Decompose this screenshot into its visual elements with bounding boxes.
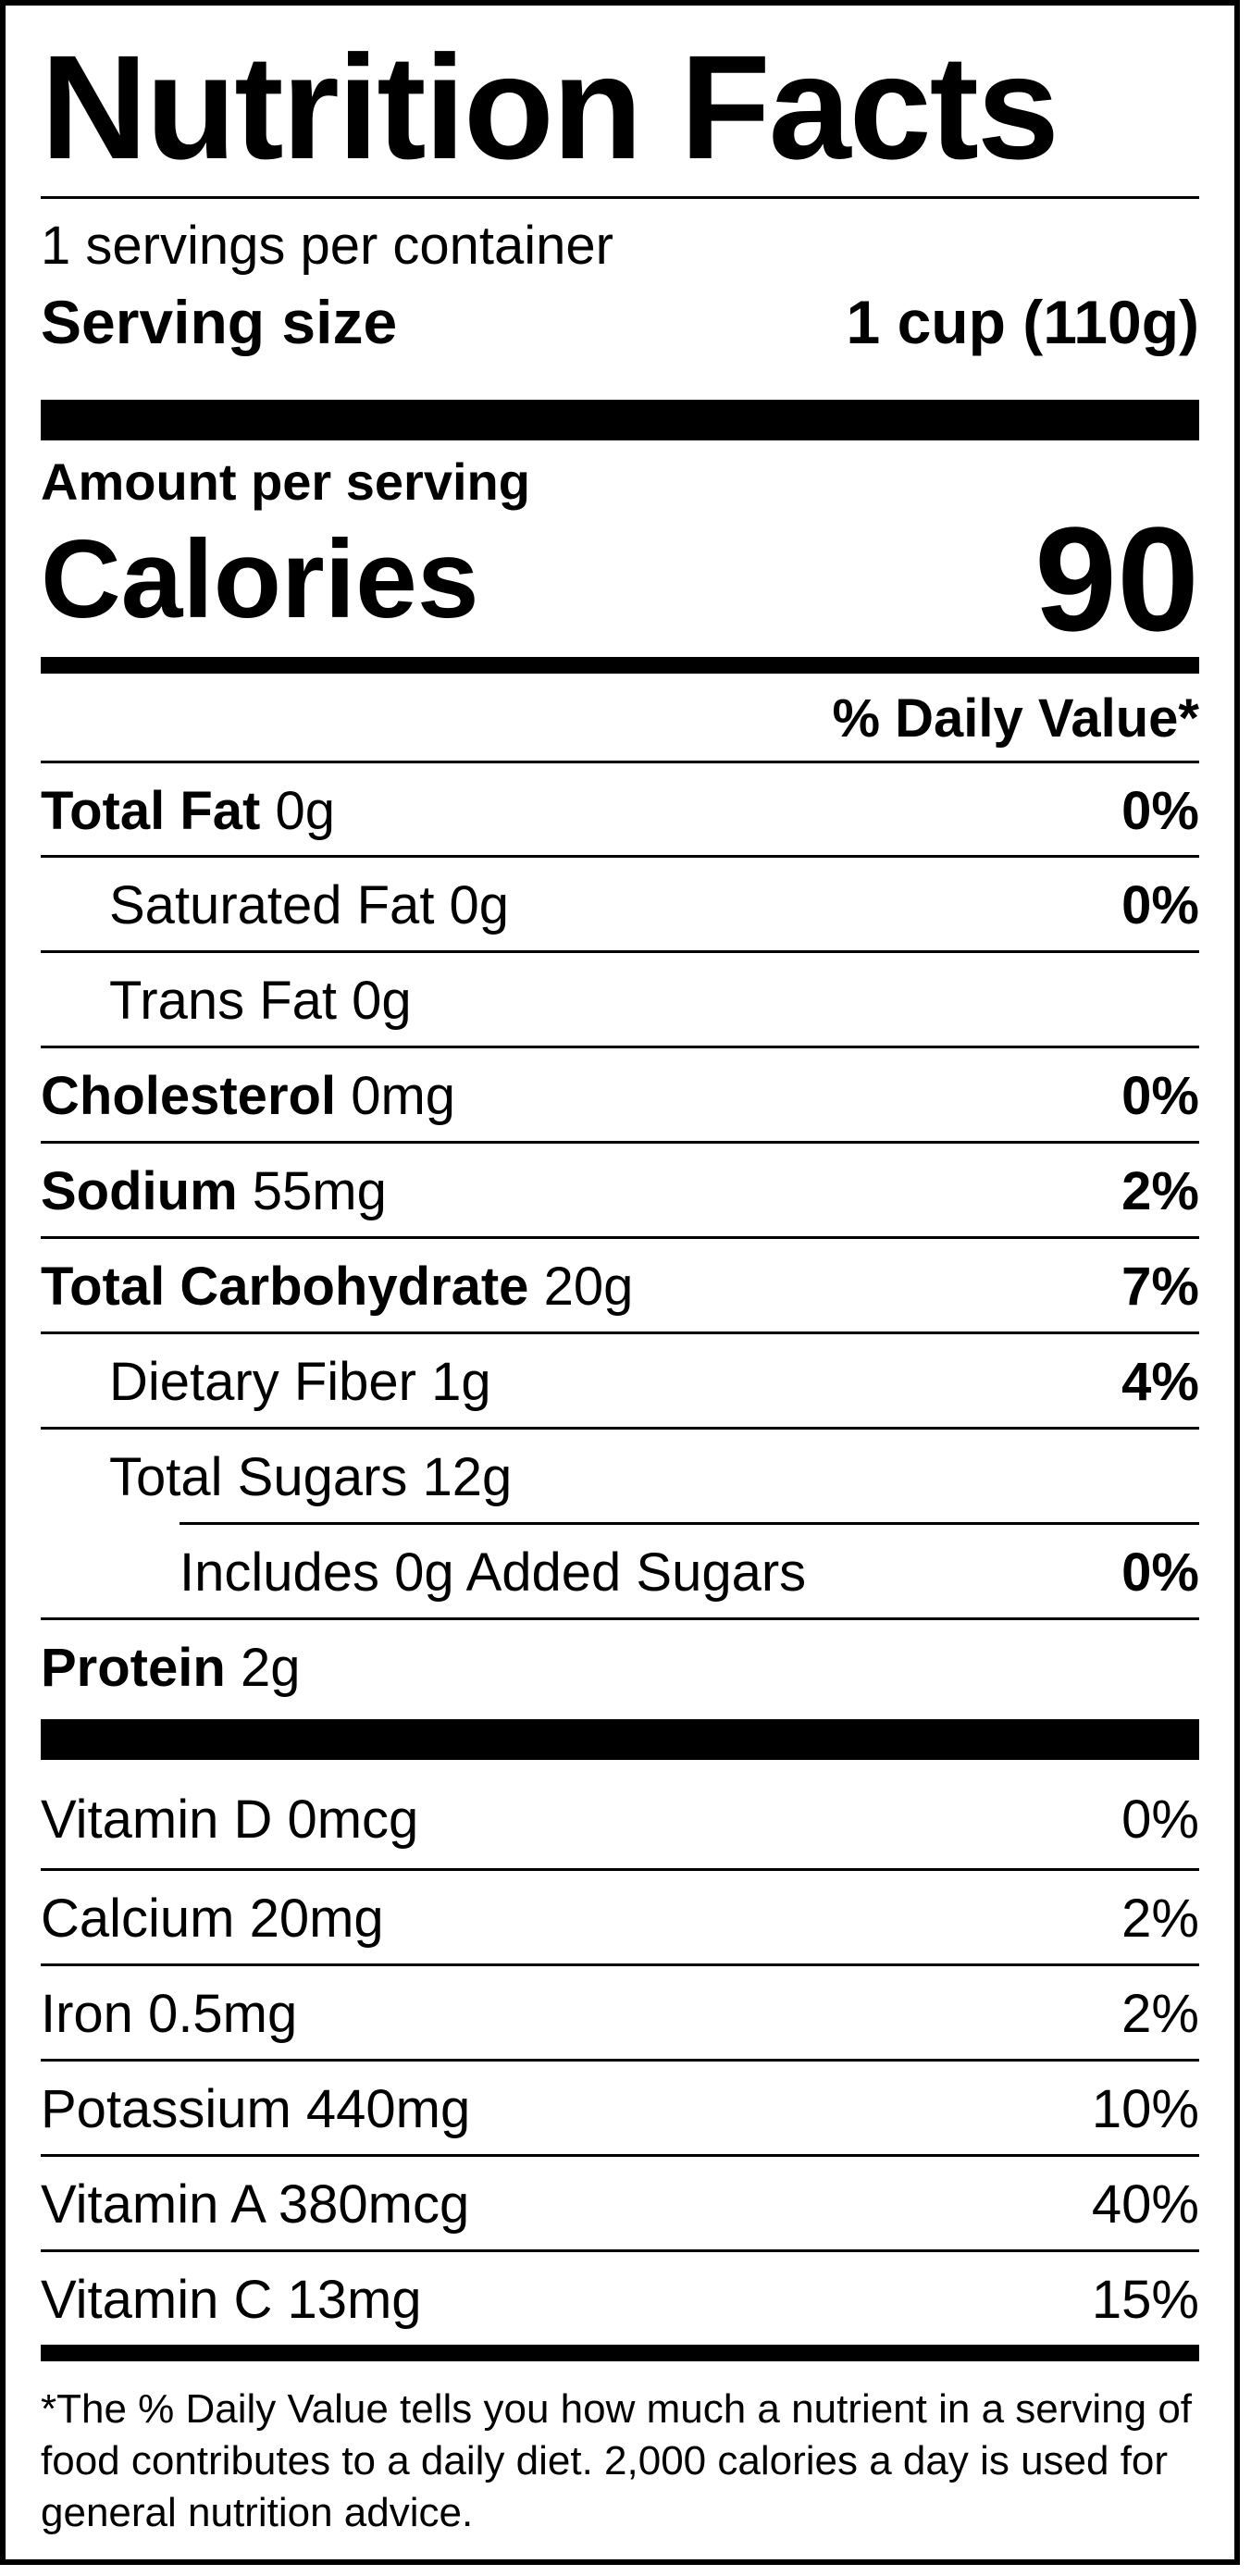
divider	[41, 1141, 1199, 1144]
nutrient-row-trans-fat: Trans Fat 0g	[41, 954, 1199, 1046]
label-title: Nutrition Facts	[41, 24, 1059, 190]
divider	[41, 1868, 1199, 1871]
nutrient-row-total-sugars: Total Sugars 12g	[41, 1430, 1199, 1523]
nutrient-row-added-sugars: Includes 0g Added Sugars 0%	[41, 1526, 1199, 1618]
divider	[41, 1617, 1199, 1620]
divider	[41, 2154, 1199, 2157]
nutrient-name: Includes 0g Added Sugars	[180, 1542, 807, 1603]
amount-per-serving: Amount per serving	[41, 450, 1199, 513]
divider	[41, 1963, 1199, 1966]
vitamin-row: Iron 0.5mg 2%	[41, 1967, 1199, 2060]
nutrient-row-saturated-fat: Saturated Fat 0g 0%	[41, 859, 1199, 951]
divider	[180, 1522, 1199, 1525]
divider	[41, 2059, 1199, 2062]
vitamin-row: Potassium 440mg 10%	[41, 2062, 1199, 2155]
divider	[41, 855, 1199, 858]
vitamin-dv: 2%	[1121, 1983, 1199, 2044]
nutrient-amount: 2g	[240, 1637, 301, 1698]
nutrient-name: Total Sugars 12g	[109, 1446, 513, 1507]
label-content: Nutrition Facts 1 servings per container…	[41, 6, 1199, 2559]
medium-divider	[41, 2345, 1199, 2361]
divider	[41, 2249, 1199, 2252]
nutrient-name: Dietary Fiber 1g	[109, 1351, 491, 1412]
vitamin-row: Vitamin D 0mcg 0%	[41, 1773, 1199, 1865]
nutrient-name: Trans Fat 0g	[109, 970, 412, 1031]
divider	[41, 196, 1199, 199]
vitamin-dv: 2%	[1121, 1888, 1199, 1949]
nutrient-dv: 0%	[1121, 1542, 1199, 1603]
nutrient-name: Protein	[41, 1637, 226, 1698]
divider	[41, 1236, 1199, 1239]
serving-size-row: Serving size 1 cup (110g)	[41, 283, 1199, 361]
vitamin-name: Potassium 440mg	[41, 2078, 471, 2139]
vitamin-name: Vitamin A 380mcg	[41, 2174, 470, 2235]
nutrient-name: Sodium	[41, 1160, 238, 1221]
nutrient-dv: 0%	[1121, 1065, 1199, 1126]
nutrient-name: Total Carbohydrate	[41, 1256, 529, 1317]
nutrient-dv: 4%	[1121, 1351, 1199, 1412]
vitamin-name: Vitamin D 0mcg	[41, 1789, 419, 1850]
nutrient-name: Total Fat	[41, 780, 261, 841]
nutrient-row-cholesterol: Cholesterol 0mg 0%	[41, 1049, 1199, 1142]
vitamin-dv: 0%	[1121, 1789, 1199, 1850]
serving-size-label: Serving size	[41, 288, 398, 356]
vitamin-row: Vitamin A 380mcg 40%	[41, 2158, 1199, 2250]
serving-size-value: 1 cup (110g)	[846, 288, 1199, 356]
nutrient-row-sodium: Sodium 55mg 2%	[41, 1145, 1199, 1237]
amount-per-serving-text: Amount per serving	[41, 452, 530, 511]
nutrient-amount: 55mg	[252, 1160, 387, 1221]
nutrient-row-total-carbohydrate: Total Carbohydrate 20g 7%	[41, 1240, 1199, 1332]
vitamin-row: Vitamin C 13mg 15%	[41, 2253, 1199, 2346]
servings-per-container: 1 servings per container	[41, 211, 1199, 279]
vitamin-name: Vitamin C 13mg	[41, 2269, 422, 2330]
vitamin-name: Iron 0.5mg	[41, 1983, 298, 2044]
nutrient-amount: 20g	[543, 1256, 634, 1317]
calories-row: Calories 90	[41, 496, 1199, 662]
vitamin-dv: 10%	[1091, 2078, 1199, 2139]
vitamin-name: Calcium 20mg	[41, 1888, 384, 1949]
nutrient-row-dietary-fiber: Dietary Fiber 1g 4%	[41, 1335, 1199, 1428]
thick-divider	[41, 400, 1199, 440]
medium-divider	[41, 657, 1199, 674]
nutrient-dv: 0%	[1121, 874, 1199, 935]
nutrient-dv: 7%	[1121, 1256, 1199, 1317]
servings-text: 1 servings per container	[41, 215, 613, 276]
divider	[41, 1046, 1199, 1048]
nutrient-dv: 2%	[1121, 1160, 1199, 1221]
nutrient-amount: 0g	[275, 780, 335, 841]
calories-value: 90	[1034, 496, 1199, 662]
daily-value-header: % Daily Value*	[41, 681, 1199, 755]
nutrient-name: Saturated Fat 0g	[109, 874, 510, 935]
nutrient-name: Cholesterol	[41, 1065, 337, 1126]
vitamin-dv: 15%	[1091, 2269, 1199, 2330]
divider	[41, 950, 1199, 953]
vitamin-row: Calcium 20mg 2%	[41, 1872, 1199, 1964]
nutrient-amount: 0mg	[351, 1065, 456, 1126]
footnote: *The % Daily Value tells you how much a …	[41, 2386, 1193, 2535]
thick-divider	[41, 1719, 1199, 1760]
divider	[41, 1427, 1199, 1430]
nutrient-dv: 0%	[1121, 780, 1199, 841]
divider	[41, 761, 1199, 763]
vitamin-dv: 40%	[1091, 2174, 1199, 2235]
nutrient-row-protein: Protein 2g	[41, 1621, 1199, 1714]
daily-value-header-text: % Daily Value*	[832, 687, 1199, 749]
calories-label: Calories	[41, 517, 479, 641]
divider	[41, 1331, 1199, 1334]
nutrient-row-total-fat: Total Fat 0g 0%	[41, 764, 1199, 857]
